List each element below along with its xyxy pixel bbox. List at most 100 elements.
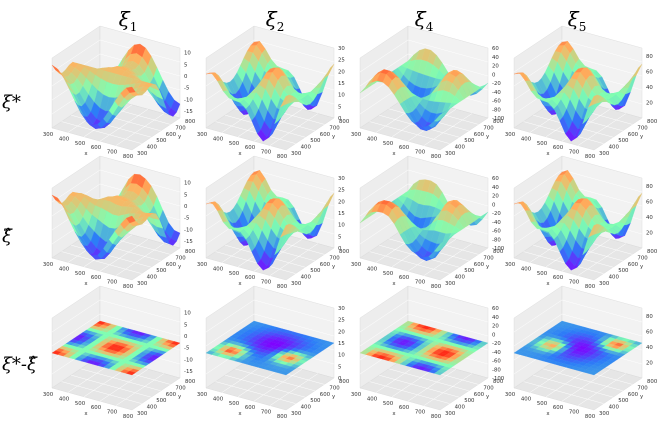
y-tick-label: 300 xyxy=(599,281,610,287)
x-tick-label: 600 xyxy=(245,275,256,281)
gridline xyxy=(99,313,181,337)
gridline xyxy=(423,243,473,276)
y-tick-label: 300 xyxy=(137,281,148,287)
x-tick-label: 400 xyxy=(59,266,70,272)
z-tick-label: -10 xyxy=(184,227,193,233)
x-axis-label: x xyxy=(392,281,396,287)
z-tick-label: 15 xyxy=(338,211,345,217)
gridline xyxy=(369,251,450,274)
x-axis-label: x xyxy=(392,411,396,417)
z-tick-label: 10 xyxy=(184,181,191,187)
gridline xyxy=(51,39,101,73)
y-tick-label: 500 xyxy=(310,268,321,274)
y-tick-label: 600 xyxy=(320,262,331,268)
gridline xyxy=(99,368,149,402)
x-tick-label: 300 xyxy=(505,392,516,398)
x-tick-label: 400 xyxy=(367,136,378,142)
x-axis-label: x xyxy=(84,151,88,157)
x-tick-label: 600 xyxy=(245,145,256,151)
y-tick-label: 500 xyxy=(156,268,167,274)
z-tick-label: 5 xyxy=(184,322,187,328)
gridline xyxy=(253,313,335,337)
surface-facet xyxy=(126,215,136,224)
gridline xyxy=(561,299,643,323)
y-tick-label: 800 xyxy=(493,119,504,125)
y-tick-label: 400 xyxy=(609,405,620,411)
y-tick-label: 800 xyxy=(647,379,658,385)
z-tick-label: 20 xyxy=(338,329,345,335)
y-axis-label: y xyxy=(486,264,490,270)
x-tick-label: 500 xyxy=(75,141,86,147)
x-tick-label: 700 xyxy=(415,410,426,416)
y-tick-label: 300 xyxy=(599,151,610,157)
y-axis-label: y xyxy=(178,264,182,270)
surface-facet xyxy=(125,370,136,376)
row-label-1: ξ* xyxy=(2,92,21,113)
z-tick-label: -40 xyxy=(492,90,501,96)
gridline xyxy=(71,374,152,398)
z-tick-label: 20 xyxy=(492,194,499,200)
x-tick-label: 700 xyxy=(569,280,580,286)
x-tick-label: 600 xyxy=(553,275,564,281)
x-tick-label: 600 xyxy=(553,405,564,411)
z-tick-label: -100 xyxy=(492,116,505,122)
z-tick-label: 80 xyxy=(646,314,653,320)
gridline xyxy=(269,243,319,276)
y-tick-label: 500 xyxy=(618,138,629,144)
y-tick-label: 300 xyxy=(445,151,456,157)
y-axis-label: y xyxy=(332,134,336,140)
z-tick-label: 20 xyxy=(338,69,345,75)
gridline xyxy=(71,244,152,268)
x-tick-label: 300 xyxy=(43,262,54,268)
y-axis-label: y xyxy=(486,394,490,400)
gridline xyxy=(99,238,149,272)
z-tick-label: 5 xyxy=(184,62,187,68)
gridline xyxy=(513,39,563,73)
y-tick-label: 800 xyxy=(185,119,196,125)
z-tick-label: 20 xyxy=(492,324,499,330)
y-tick-label: 400 xyxy=(147,275,158,281)
surface-facet xyxy=(587,223,598,238)
z-tick-label: 40 xyxy=(646,215,653,221)
z-tick-label: 0 xyxy=(338,116,342,122)
gridline xyxy=(523,381,604,404)
row-label-2: ξ̂ xyxy=(2,226,13,247)
gridline xyxy=(423,373,473,406)
gridline xyxy=(542,368,623,392)
x-tick-label: 300 xyxy=(197,132,208,138)
y-tick-label: 800 xyxy=(339,249,350,255)
gridline xyxy=(71,114,152,138)
x-axis-label: x xyxy=(238,281,242,287)
z-tick-label: -100 xyxy=(492,376,505,382)
z-tick-label: -80 xyxy=(492,107,501,113)
y-tick-label: 400 xyxy=(455,145,466,151)
x-tick-label: 600 xyxy=(245,405,256,411)
z-tick-label: -80 xyxy=(492,367,501,373)
y-tick-label: 700 xyxy=(483,385,494,391)
surface-facet xyxy=(587,94,598,108)
gridline xyxy=(253,169,335,193)
surface-facet xyxy=(279,370,290,376)
gridline xyxy=(407,299,489,323)
y-tick-label: 300 xyxy=(291,411,302,417)
y-tick-label: 700 xyxy=(637,255,648,261)
y-tick-label: 700 xyxy=(637,385,648,391)
z-tick-label: 5 xyxy=(184,192,187,198)
z-tick-label: 25 xyxy=(338,188,345,194)
z-tick-label: 0 xyxy=(338,376,342,382)
z-tick-label: 20 xyxy=(646,230,653,236)
gridline xyxy=(205,313,255,347)
surface-facet xyxy=(434,241,444,252)
y-tick-label: 600 xyxy=(166,262,177,268)
surface-facet xyxy=(587,370,598,376)
gridline xyxy=(253,368,303,402)
y-tick-label: 400 xyxy=(609,145,620,151)
gridline xyxy=(407,368,457,402)
gridline xyxy=(205,39,255,73)
gridline xyxy=(115,113,165,146)
